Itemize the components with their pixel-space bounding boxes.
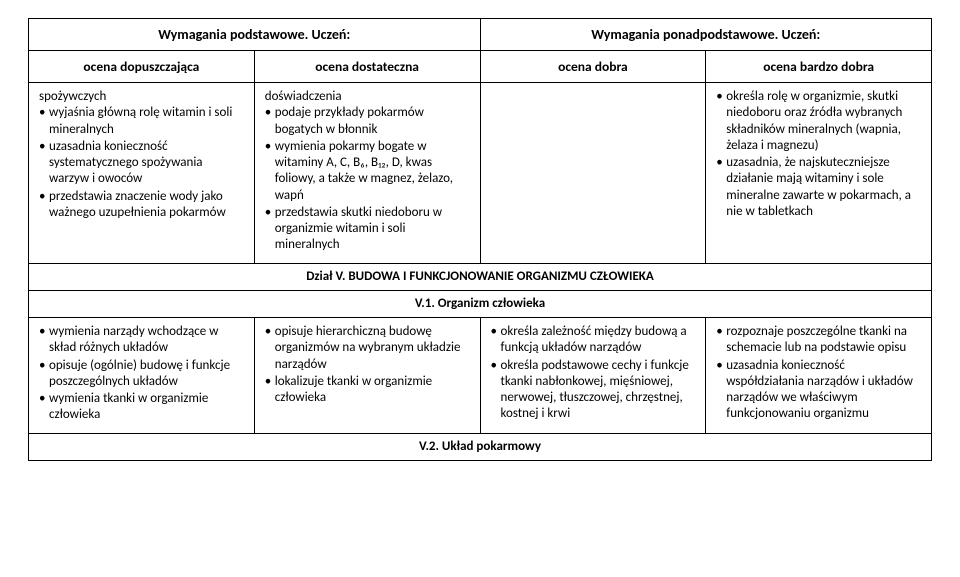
list-item: wymienia tkanki w organizmie człowieka (39, 391, 244, 424)
list-item: podaje przykłady pokarmów bogatych w bło… (265, 105, 470, 138)
list-item: określa zależność między budową a funkcj… (491, 324, 696, 357)
list-item: uzasadnia konieczność współdziałania nar… (716, 358, 921, 423)
subsection-row: V.2. Układ pokarmowy (29, 433, 932, 460)
subsection-heading: V.1. Organizm człowieka (29, 290, 932, 317)
cell-r2-c2: opisuje hierarchiczną budowę organizmów … (254, 318, 480, 434)
list-item: opisuje (ogólnie) budowę i funkcje poszc… (39, 358, 244, 391)
list-item: przedstawia skutki niedoboru w organizmi… (265, 205, 470, 254)
bullet-list: określa rolę w organizmie, skutki niedob… (716, 89, 921, 220)
bullet-list: opisuje hierarchiczną budowę organizmów … (265, 324, 470, 406)
col-header-1: ocena dopuszczająca (29, 51, 255, 83)
list-item: określa podstawowe cechy i funkcje tkank… (491, 358, 696, 423)
list-item: rozpoznaje poszczególne tkanki na schema… (716, 324, 921, 357)
cell-r1-c2: doświadczenia podaje przykłady pokarmów … (254, 83, 480, 264)
cell-r1-c4: określa rolę w organizmie, skutki niedob… (706, 83, 932, 264)
bullet-list: określa zależność między budową a funkcj… (491, 324, 696, 423)
lead-text: doświadczenia (265, 89, 470, 105)
cell-r2-c3: określa zależność między budową a funkcj… (480, 318, 706, 434)
list-item: uzasadnia, że najskuteczniejsze działani… (716, 155, 921, 220)
section-heading: Dział V. BUDOWA I FUNKCJONOWANIE ORGANIZ… (29, 263, 932, 290)
list-item: lokalizuje tkanki w organizmie człowieka (265, 374, 470, 407)
cell-r1-c1: spożywczych wyjaśnia główną rolę witamin… (29, 83, 255, 264)
lead-text: spożywczych (39, 89, 244, 105)
table-row: wymienia narządy wchodzące w skład różny… (29, 318, 932, 434)
requirements-table: Wymagania podstawowe. Uczeń: Wymagania p… (28, 18, 932, 461)
header-extended: Wymagania ponadpodstawowe. Uczeń: (480, 19, 932, 51)
col-header-2: ocena dostateczna (254, 51, 480, 83)
cell-r2-c4: rozpoznaje poszczególne tkanki na schema… (706, 318, 932, 434)
list-item: uzasadnia konieczność systematycznego sp… (39, 139, 244, 188)
table-row: spożywczych wyjaśnia główną rolę witamin… (29, 83, 932, 264)
list-item: określa rolę w organizmie, skutki niedob… (716, 89, 921, 154)
cell-r1-c3 (480, 83, 706, 264)
header-basic: Wymagania podstawowe. Uczeń: (29, 19, 481, 51)
list-item: wyjaśnia główną rolę witamin i soli mine… (39, 105, 244, 138)
section-row: Dział V. BUDOWA I FUNKCJONOWANIE ORGANIZ… (29, 263, 932, 290)
col-header-3: ocena dobra (480, 51, 706, 83)
list-item: wymienia pokarmy bogate w witaminy A, C,… (265, 139, 470, 204)
bullet-list: rozpoznaje poszczególne tkanki na schema… (716, 324, 921, 423)
bullet-list: wymienia narządy wchodzące w skład różny… (39, 324, 244, 424)
col-header-4: ocena bardzo dobra (706, 51, 932, 83)
bullet-list: podaje przykłady pokarmów bogatych w bło… (265, 105, 470, 253)
cell-r2-c1: wymienia narządy wchodzące w skład różny… (29, 318, 255, 434)
subsection-heading: V.2. Układ pokarmowy (29, 433, 932, 460)
list-item: przedstawia znaczenie wody jako ważnego … (39, 189, 244, 222)
subsection-row: V.1. Organizm człowieka (29, 290, 932, 317)
list-item: opisuje hierarchiczną budowę organizmów … (265, 324, 470, 373)
list-item: wymienia narządy wchodzące w skład różny… (39, 324, 244, 357)
bullet-list: wyjaśnia główną rolę witamin i soli mine… (39, 105, 244, 221)
